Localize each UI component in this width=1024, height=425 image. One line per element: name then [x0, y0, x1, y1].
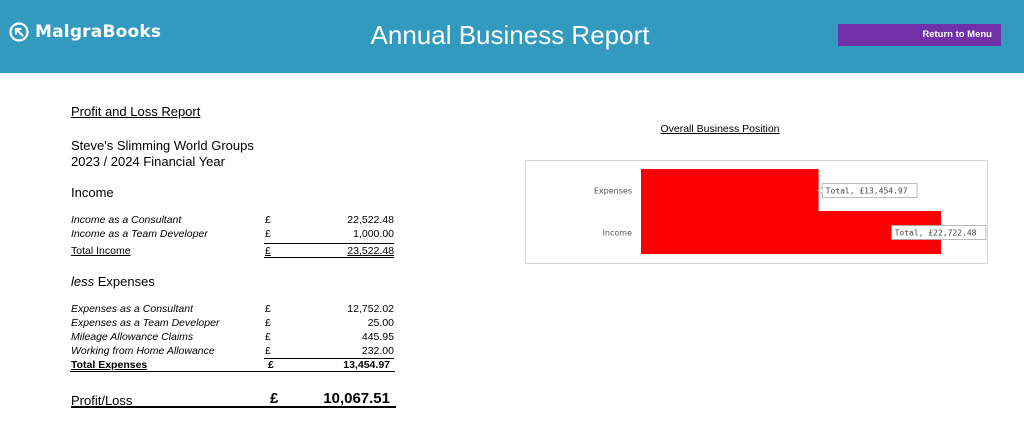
profit-underline — [71, 406, 396, 408]
bar-tooltip: Total, £13,454.97 — [816, 183, 918, 198]
row-currency: £ — [265, 317, 271, 329]
expenses-heading: less Expenses — [71, 274, 155, 289]
financial-year: 2023 / 2024 Financial Year — [71, 154, 225, 169]
row-label: Expenses as a Team Developer — [71, 317, 220, 329]
bar-expenses[interactable] — [641, 169, 819, 212]
row-currency: £ — [265, 345, 271, 357]
chart-title: Overall Business Position — [660, 123, 780, 135]
subtotal-line — [264, 358, 394, 359]
logo-text: MalgraBooks — [35, 22, 162, 42]
expense-row: Working from Home Allowance £ 232.00 — [71, 345, 394, 359]
row-amount: 13,454.97 — [343, 359, 390, 371]
row-amount: 232.00 — [361, 345, 394, 357]
total-income-row: Total Income £ 23,522.48 — [71, 245, 394, 259]
row-label: Mileage Allowance Claims — [71, 331, 194, 343]
row-label: Expenses as a Consultant — [71, 303, 193, 315]
row-currency: £ — [268, 359, 274, 371]
row-label: Income as a Team Developer — [71, 228, 208, 240]
income-row: Income as a Team Developer £ 1,000.00 — [71, 228, 394, 242]
chart-svg: Expenses Total, £13,454.97 Income Total, £2… — [594, 169, 987, 254]
row-label: Income as a Consultant — [71, 214, 182, 226]
row-currency: £ — [265, 214, 271, 226]
row-amount: 22,522.48 — [347, 214, 394, 226]
bar-income[interactable] — [641, 211, 941, 254]
total-line — [264, 257, 394, 258]
row-label: Working from Home Allowance — [71, 345, 215, 357]
profit-loss-row: Profit/Loss £ 10,067.51 — [71, 390, 396, 410]
row-currency: £ — [265, 245, 271, 257]
expense-row: Expenses as a Team Developer £ 25.00 — [71, 317, 394, 331]
row-amount: 1,000.00 — [353, 228, 394, 240]
expenses-heading-em: less — [71, 274, 95, 289]
income-heading: Income — [71, 185, 114, 200]
expenses-heading-text: Expenses — [97, 274, 155, 289]
profit-label: Profit/Loss — [71, 393, 133, 408]
app-header: MalgraBooks Annual Business Report Retur… — [0, 0, 1024, 73]
total-expenses-row: Total Expenses £ 13,454.97 — [71, 359, 394, 373]
tooltip-text: Total, £13,454.97 — [826, 187, 908, 196]
report-heading: Steve's Slimming World Groups 2023 / 202… — [71, 138, 254, 170]
row-currency: £ — [265, 228, 271, 240]
row-currency: £ — [265, 331, 271, 343]
return-to-menu-button[interactable]: Return to Menu — [838, 24, 1001, 46]
expense-row: Expenses as a Consultant £ 12,752.02 — [71, 303, 394, 317]
bar-tooltip: Total, £22,722.48 — [891, 225, 987, 240]
row-label: Total Expenses — [71, 359, 148, 371]
business-position-chart: Expenses Total, £13,454.97 Income Total, £2… — [525, 160, 988, 264]
total-line — [70, 371, 395, 372]
row-amount: 12,752.02 — [347, 303, 394, 315]
report-title: Profit and Loss Report — [71, 104, 201, 119]
row-currency: £ — [265, 303, 271, 315]
expense-row: Mileage Allowance Claims £ 445.95 — [71, 331, 394, 345]
row-amount: 25.00 — [367, 317, 394, 329]
income-row: Income as a Consultant £ 22,522.48 — [71, 214, 394, 228]
row-label: Total Income — [71, 245, 131, 257]
arrow-circle-icon — [9, 22, 29, 42]
tooltip-text: Total, £22,722.48 — [895, 229, 977, 238]
category-label: Expenses — [594, 187, 632, 196]
profit-currency: £ — [270, 390, 279, 407]
row-amount: 23,522.48 — [347, 245, 394, 257]
profit-amount: 10,067.51 — [323, 390, 390, 407]
subtotal-line — [264, 243, 394, 244]
page-title: Annual Business Report — [370, 20, 650, 50]
row-amount: 445.95 — [361, 331, 394, 343]
company-name: Steve's Slimming World Groups — [71, 138, 254, 153]
category-label: Income — [603, 229, 633, 238]
logo[interactable]: MalgraBooks — [9, 22, 161, 42]
